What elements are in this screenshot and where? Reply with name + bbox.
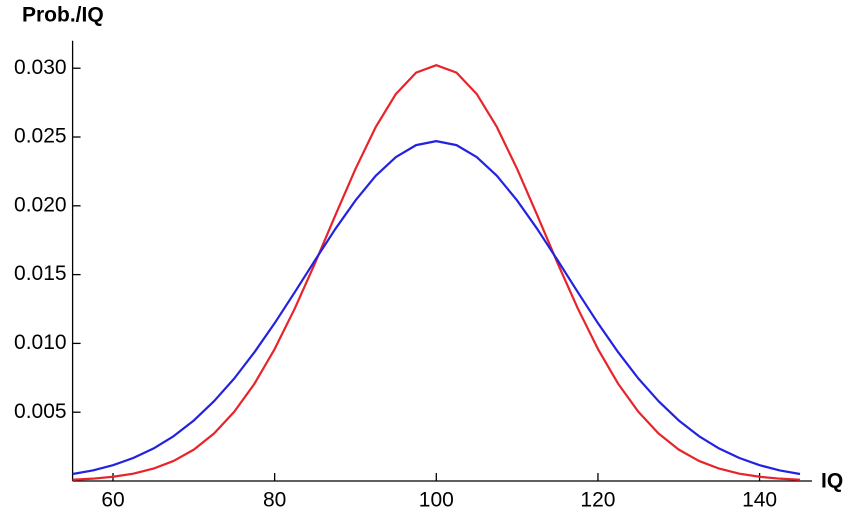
y-tick-label: 0.025 <box>14 125 67 148</box>
y-tick-label: 0.030 <box>14 56 67 79</box>
y-tick-label: 0.005 <box>14 400 67 423</box>
y-tick-label: 0.020 <box>14 193 67 216</box>
y-tick-label: 0.010 <box>14 331 67 354</box>
y-tick-label: 0.015 <box>14 262 67 285</box>
x-tick-label: 80 <box>263 489 286 512</box>
x-tick-label: 120 <box>580 489 615 512</box>
curve <box>72 140 801 476</box>
curve <box>72 64 801 481</box>
x-axis-label: IQ <box>821 470 843 493</box>
x-tick-label: 140 <box>742 489 777 512</box>
y-axis-label: Prob./IQ <box>22 4 104 27</box>
x-tick-label: 60 <box>101 489 124 512</box>
x-tick-label: 100 <box>419 489 454 512</box>
